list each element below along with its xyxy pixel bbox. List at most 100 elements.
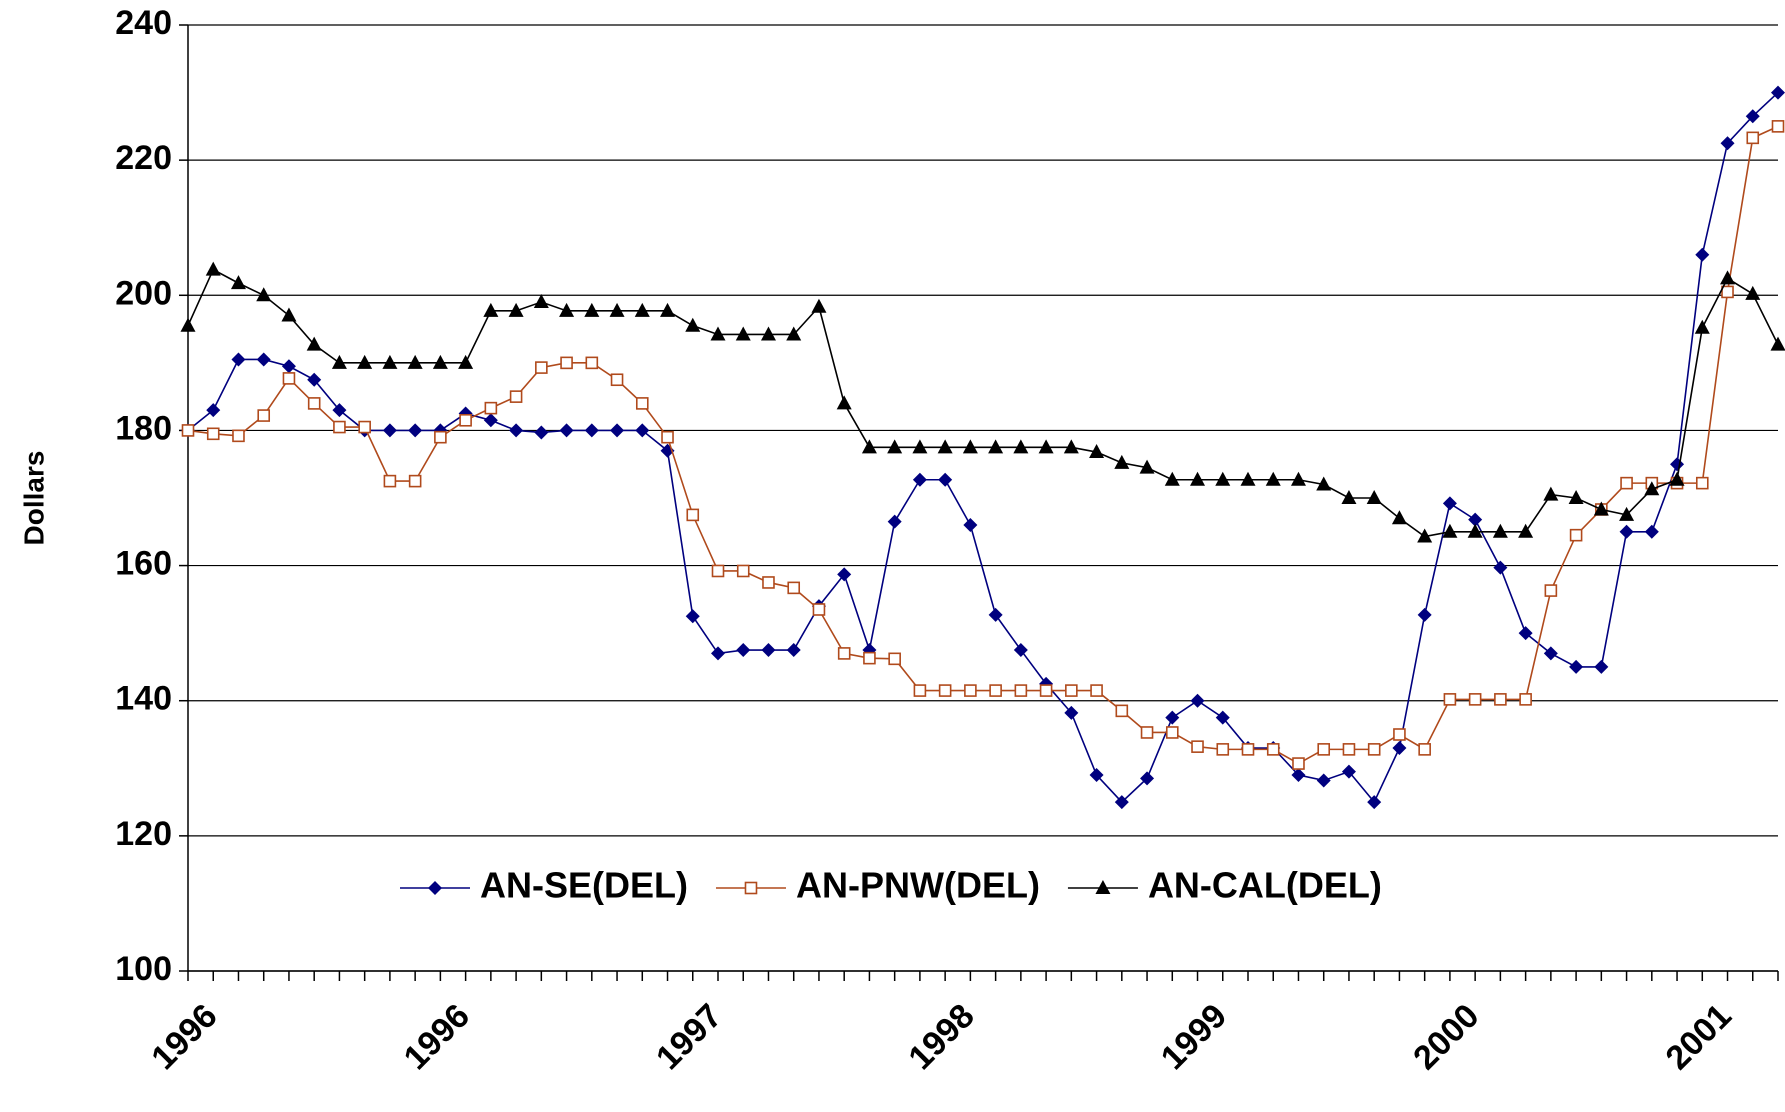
data-point	[660, 302, 676, 317]
data-point	[938, 684, 952, 697]
data-point	[332, 403, 347, 418]
y-tick-label: 120	[115, 815, 172, 853]
data-point	[1745, 109, 1760, 124]
data-point	[408, 474, 422, 488]
data-point	[913, 684, 927, 697]
data-point	[1418, 743, 1431, 756]
x-tick-label: 1999	[1154, 997, 1234, 1077]
data-point	[206, 427, 220, 441]
data-point	[408, 423, 423, 438]
data-point	[863, 651, 876, 665]
data-point	[963, 518, 978, 533]
data-point	[1543, 646, 1558, 661]
data-point	[1745, 285, 1761, 300]
data-point	[1468, 512, 1483, 527]
data-point	[1367, 795, 1382, 810]
data-point	[786, 326, 802, 341]
series-line	[187, 125, 1779, 765]
data-point	[205, 261, 221, 276]
data-point	[559, 302, 575, 317]
data-point	[232, 429, 245, 443]
data-point	[1190, 471, 1206, 486]
y-axis-label: Dollars	[18, 451, 49, 546]
series-line	[187, 268, 1779, 538]
data-point	[1392, 741, 1407, 756]
data-point	[1695, 476, 1709, 490]
data-point	[1443, 693, 1457, 706]
data-point	[710, 326, 726, 341]
data-point	[1721, 285, 1734, 299]
data-point	[282, 372, 296, 385]
data-point	[1670, 457, 1685, 472]
data-point	[1316, 476, 1332, 491]
data-point	[257, 409, 271, 422]
data-point	[1140, 726, 1154, 739]
x-tick-label: 1997	[649, 997, 729, 1077]
data-point	[1215, 710, 1230, 725]
data-point	[584, 302, 600, 317]
data-point	[1266, 743, 1280, 756]
data-point	[888, 652, 901, 666]
data-point	[1494, 693, 1507, 706]
data-point	[887, 514, 902, 529]
data-point	[1341, 490, 1357, 504]
legend-label: AN-CAL(DEL)	[1148, 865, 1382, 906]
data-point	[382, 354, 398, 369]
data-point	[1316, 773, 1331, 788]
x-tick-label: 1998	[901, 997, 981, 1077]
data-point	[1089, 768, 1104, 783]
x-tick-label: 1996	[144, 997, 224, 1077]
data-point	[1039, 684, 1053, 697]
data-point	[560, 356, 573, 370]
data-point	[837, 647, 851, 660]
data-point	[1064, 705, 1079, 720]
legend: AN-SE(DEL) AN-PNW(DEL) AN-CAL(DEL)	[400, 865, 1382, 906]
data-point	[836, 395, 852, 410]
data-point	[685, 317, 701, 332]
data-point	[635, 397, 649, 410]
data-point	[1342, 743, 1356, 756]
data-point	[988, 439, 1004, 454]
data-point	[383, 474, 397, 488]
data-point	[1013, 439, 1029, 454]
data-point	[661, 430, 674, 444]
data-point	[459, 413, 472, 427]
data-point	[1291, 768, 1306, 783]
data-point	[281, 307, 297, 322]
data-point	[962, 439, 978, 454]
data-point	[937, 439, 953, 454]
data-point	[181, 424, 195, 437]
data-point	[1013, 643, 1028, 658]
data-point	[306, 336, 322, 351]
data-point	[483, 413, 498, 428]
data-point	[912, 472, 927, 487]
data-point	[1240, 471, 1256, 486]
data-point	[1095, 880, 1111, 894]
data-point	[458, 354, 474, 369]
data-point	[1290, 471, 1306, 486]
data-point	[1393, 728, 1406, 741]
y-tick-label: 240	[115, 4, 172, 42]
y-tick-label: 180	[115, 409, 172, 447]
data-point	[635, 423, 650, 438]
data-point	[1619, 524, 1634, 539]
data-point	[1771, 85, 1785, 100]
data-point	[1544, 584, 1558, 597]
data-point	[1569, 528, 1583, 542]
data-point	[534, 425, 549, 440]
data-point	[1115, 704, 1129, 718]
data-point	[1492, 523, 1508, 538]
data-point	[685, 609, 700, 624]
data-point	[1241, 743, 1255, 756]
data-point	[1191, 740, 1204, 753]
y-tick-label: 220	[115, 139, 172, 177]
data-point	[812, 603, 826, 616]
data-point	[1089, 444, 1105, 459]
data-point	[912, 439, 928, 454]
data-point	[1644, 481, 1660, 496]
data-point	[585, 356, 599, 370]
data-point	[1543, 486, 1559, 501]
data-point	[407, 354, 423, 369]
data-point	[509, 423, 524, 438]
data-point	[1063, 439, 1079, 454]
